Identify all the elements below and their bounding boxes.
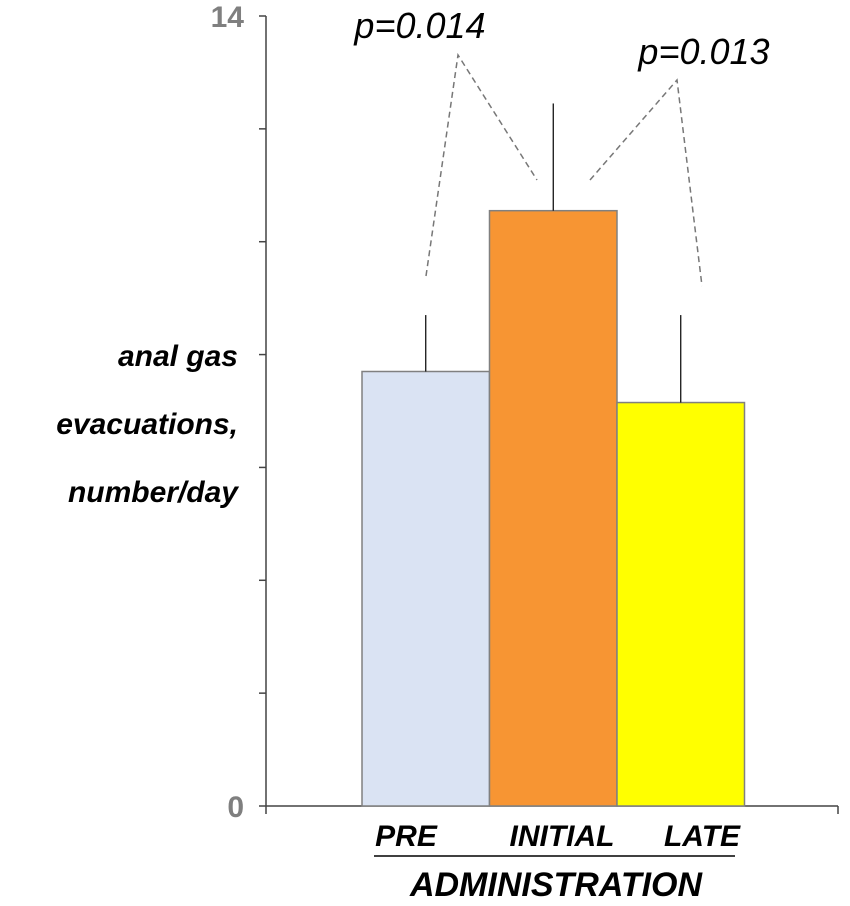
- y-tick-label: 0: [227, 791, 244, 824]
- y-tick-label: 14: [211, 1, 245, 34]
- bar-pre: [361, 370, 491, 807]
- x-axis-title: ADMINISTRATION: [409, 866, 704, 904]
- p-value-label-2: p=0.013: [637, 31, 769, 72]
- x-tick-label: LATE: [664, 820, 741, 853]
- x-tick-label: PRE: [375, 820, 438, 853]
- bar-late: [616, 401, 746, 807]
- y-axis-title-line-1: anal gas: [117, 340, 238, 373]
- p-value-label-1: p=0.014: [353, 5, 485, 46]
- x-tick-label: INITIAL: [510, 820, 615, 853]
- y-axis-title-line-2: evacuations,: [56, 408, 238, 441]
- y-axis-title-line-3: number/day: [67, 476, 238, 509]
- significance-connector-2: [589, 78, 703, 287]
- significance-connector-1: [425, 52, 538, 277]
- bar-initial: [488, 209, 618, 807]
